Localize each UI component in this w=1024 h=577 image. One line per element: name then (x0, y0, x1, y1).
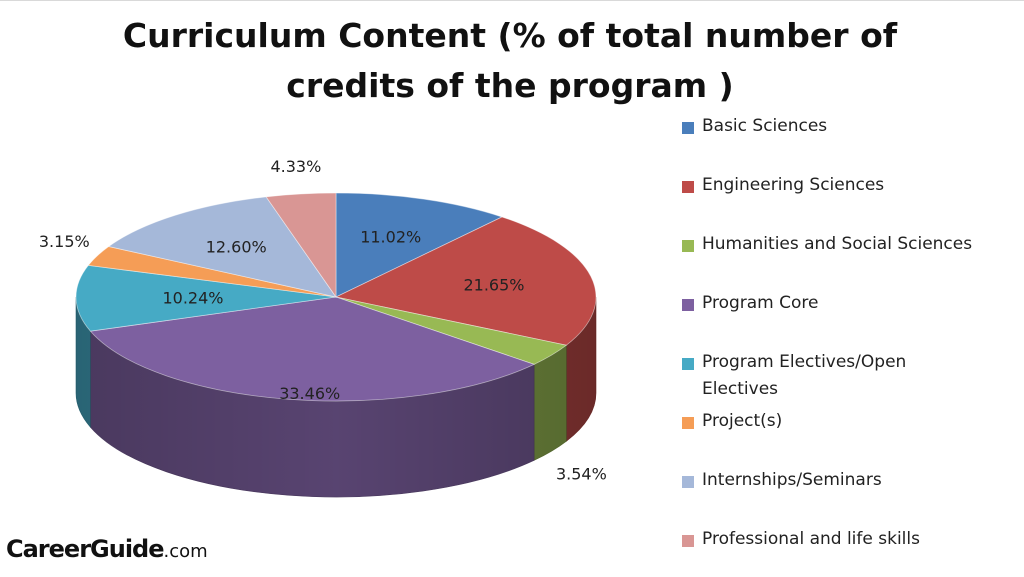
legend-item-engineering-sciences: Engineering Sciences (682, 172, 1022, 199)
data-label-program-electives-open-electives: 10.24% (162, 289, 223, 308)
data-label-professional-and-life-skills: 4.33% (270, 157, 321, 176)
legend-item-basic-sciences: Basic Sciences (682, 113, 1022, 140)
legend-label: Program Electives/Open Electives (702, 352, 907, 399)
data-label-engineering-sciences: 21.65% (463, 275, 524, 294)
legend-label: Project(s) (702, 411, 783, 431)
legend-item-humanities-and-social-sciences: Humanities and Social Sciences (682, 231, 1022, 258)
legend-swatch (682, 476, 694, 488)
legend-swatch (682, 181, 694, 193)
chart-title-line-1: Curriculum Content (% of total number of (122, 16, 898, 55)
pie-slice-basic-sciences (335, 192, 504, 298)
legend-label: Professional and life skills (702, 529, 920, 549)
legend-swatch (682, 299, 694, 311)
legend-swatch (682, 535, 694, 547)
legend-swatch (682, 240, 694, 252)
chart-title-line-2: credits of the program ) (286, 66, 734, 105)
legend-item-professional-and-life-skills: Professional and life skills (682, 526, 1022, 553)
legend-swatch (682, 417, 694, 429)
pie-side-shading (76, 297, 596, 497)
data-label-basic-sciences: 11.02% (360, 227, 421, 246)
pie-labels: 11.02% 21.65% 3.54% 33.46% 10.24% 3.15% 12.60%… (39, 157, 607, 483)
careerguide-logo: CareerGuide.com (6, 535, 208, 563)
pie-slice-internships-seminars (107, 196, 337, 298)
data-label-project-s: 3.15% (39, 232, 90, 251)
pie-sides (75, 296, 597, 498)
legend-swatch (682, 358, 694, 370)
legend-swatch (682, 122, 694, 134)
data-label-humanities-and-social-sciences: 3.54% (556, 465, 607, 484)
legend-item-project-s: Project(s) (682, 408, 1022, 435)
legend-label: Humanities and Social Sciences (702, 234, 973, 254)
data-label-program-core: 33.46% (279, 384, 340, 403)
legend-item-internships-seminars: Internships/Seminars (682, 467, 1022, 494)
legend-label: Internships/Seminars (702, 470, 882, 490)
pie-slice-professional-and-life-skills (265, 192, 337, 299)
legend-item-program-core: Program Core (682, 290, 1022, 317)
brand-name: CareerGuide (6, 535, 165, 563)
legend-label: Basic Sciences (702, 116, 828, 136)
legend-label: Program Core (702, 293, 819, 313)
brand-suffix: .com (163, 541, 208, 562)
chart-title: Curriculum Content (% of total number of… (100, 11, 920, 111)
legend-label: Engineering Sciences (702, 175, 885, 195)
pie-tops (75, 192, 597, 402)
data-label-internships-seminars: 12.60% (206, 237, 267, 256)
pie-slice-engineering-sciences (334, 216, 597, 346)
pie-slice-program-electives-open-electives (75, 264, 337, 332)
pie-slice-program-core (89, 296, 536, 402)
legend-item-program-electives-open-electives: Program Electives/Open Electives (682, 349, 1022, 403)
